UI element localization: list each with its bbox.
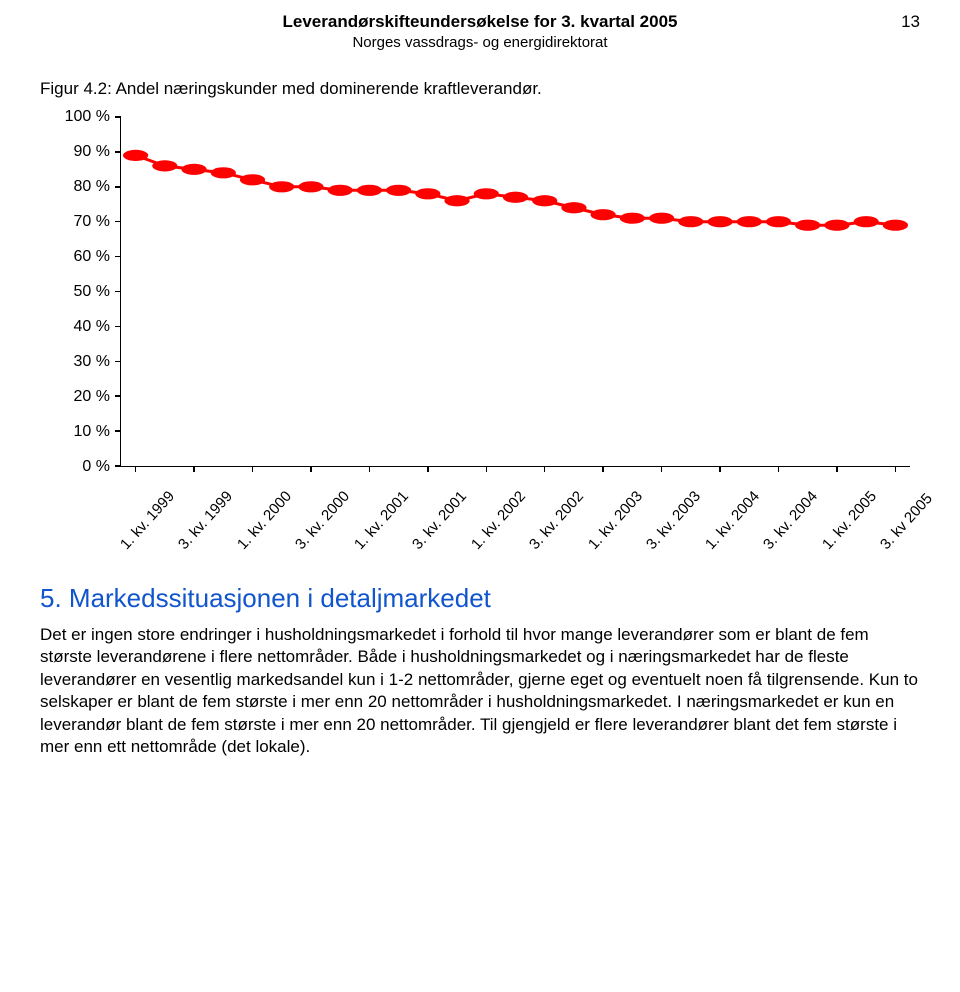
chart-marker: [181, 164, 206, 175]
x-tick-label: 1. kv. 1999: [117, 488, 178, 553]
y-tick-label: 0 %: [82, 458, 110, 476]
chart-marker: [444, 195, 469, 206]
y-tick-label: 30 %: [74, 353, 110, 371]
chart-marker: [211, 167, 236, 178]
chart-marker: [415, 188, 440, 199]
y-tick-mark: [115, 395, 121, 397]
y-tick-mark: [115, 361, 121, 363]
chart-marker: [854, 216, 879, 227]
chart-marker: [328, 185, 353, 196]
x-tick-label: 3. kv 2005: [877, 490, 936, 553]
figure-caption: Figur 4.2: Andel næringskunder med domin…: [40, 79, 920, 99]
chart-area: 0 %10 %20 %30 %40 %50 %60 %70 %80 %90 %1…: [50, 117, 910, 547]
x-tick-label: 3. kv. 2000: [292, 488, 353, 553]
chart-marker: [707, 216, 732, 227]
chart-marker: [678, 216, 703, 227]
chart-marker: [795, 220, 820, 231]
x-tick-label: 3. kv. 2001: [409, 488, 470, 553]
page-number: 13: [890, 12, 920, 32]
x-tick-label: 1. kv. 2002: [468, 488, 529, 553]
chart-marker: [269, 181, 294, 192]
y-tick-mark: [115, 151, 121, 153]
doc-title-line2: Norges vassdrags- og energidirektorat: [283, 34, 678, 51]
chart-marker: [620, 213, 645, 224]
chart-marker: [766, 216, 791, 227]
x-tick-label: 1. kv. 2004: [702, 488, 763, 553]
x-tick-label: 1. kv. 2001: [351, 488, 412, 553]
y-tick-label: 10 %: [74, 423, 110, 441]
y-tick-label: 80 %: [74, 178, 110, 196]
y-tick-mark: [115, 430, 121, 432]
y-tick-label: 60 %: [74, 248, 110, 266]
y-tick-label: 20 %: [74, 388, 110, 406]
x-tick-label: 1. kv. 2003: [585, 488, 646, 553]
y-tick-label: 100 %: [65, 108, 110, 126]
section-body: Det er ingen store endringer i husholdni…: [40, 624, 920, 759]
chart-line: [136, 155, 896, 225]
y-tick-label: 50 %: [74, 283, 110, 301]
y-tick-label: 40 %: [74, 318, 110, 336]
chart-marker: [474, 188, 499, 199]
chart-marker: [649, 213, 674, 224]
y-tick-mark: [115, 326, 121, 328]
x-tick-label: 1. kv. 2000: [234, 488, 295, 553]
chart-marker: [298, 181, 323, 192]
chart-marker: [824, 220, 849, 231]
chart-marker: [123, 150, 148, 161]
y-tick-mark: [115, 291, 121, 293]
chart-marker: [883, 220, 908, 231]
chart-marker: [532, 195, 557, 206]
y-tick-mark: [115, 221, 121, 223]
section-title: 5. Markedssituasjonen i detaljmarkedet: [40, 583, 920, 614]
y-tick-label: 70 %: [74, 213, 110, 231]
chart-marker: [240, 174, 265, 185]
chart-marker: [386, 185, 411, 196]
chart-marker: [503, 192, 528, 203]
chart-marker: [357, 185, 382, 196]
chart-marker: [591, 209, 616, 220]
doc-title-line1: Leverandørskifteundersøkelse for 3. kvar…: [283, 12, 678, 32]
x-tick-label: 3. kv. 2004: [760, 488, 821, 553]
y-tick-mark: [115, 116, 121, 118]
chart-marker: [561, 202, 586, 213]
chart-marker: [737, 216, 762, 227]
y-tick-mark: [115, 186, 121, 188]
x-tick-label: 1. kv. 2005: [819, 488, 880, 553]
chart-marker: [152, 160, 177, 171]
x-tick-label: 3. kv. 1999: [175, 488, 236, 553]
y-tick-mark: [115, 256, 121, 258]
y-tick-label: 90 %: [74, 143, 110, 161]
x-tick-label: 3. kv. 2002: [526, 488, 587, 553]
x-tick-label: 3. kv. 2003: [643, 488, 704, 553]
